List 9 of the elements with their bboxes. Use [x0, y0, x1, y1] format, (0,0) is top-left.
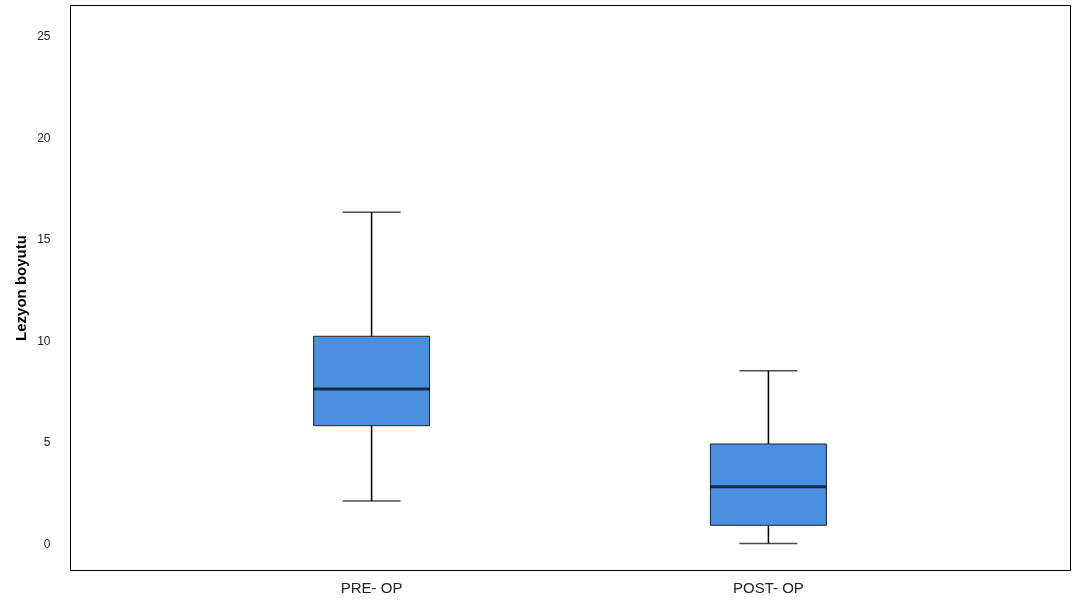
y-tick-label: 15 — [37, 232, 51, 247]
x-tick-label: PRE- OP — [340, 578, 403, 596]
x-tick-label: POST- OP — [732, 578, 804, 596]
y-tick-label: 0 — [43, 537, 51, 552]
y-tick-label: 20 — [37, 130, 51, 145]
y-tick-label: 5 — [43, 435, 51, 450]
y-tick-label: 25 — [37, 28, 51, 43]
y-axis-title: Lezyon boyutu — [12, 235, 30, 341]
y-tick-label: 10 — [37, 333, 51, 348]
